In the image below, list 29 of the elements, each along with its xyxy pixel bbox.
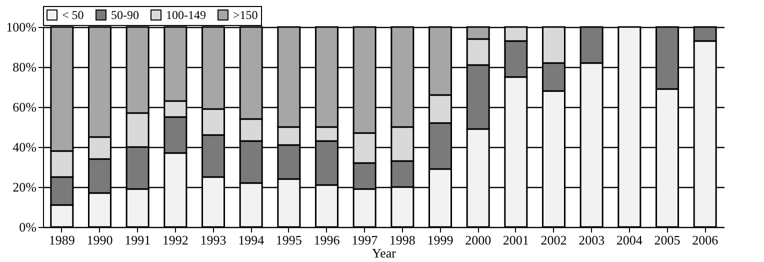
x-tick-label: 1998 xyxy=(389,232,416,248)
legend-label: 50-90 xyxy=(111,8,139,22)
x-tick-label: 1996 xyxy=(314,232,340,248)
x-tick-label: 2003 xyxy=(578,232,605,248)
x-tick-label: 2006 xyxy=(692,232,719,248)
x-tick-label: 1992 xyxy=(162,232,188,248)
y-tick-label: 80% xyxy=(12,60,37,74)
x-tick-label: 1989 xyxy=(48,232,75,248)
legend-label: >150 xyxy=(233,8,258,22)
x-tick-label: 1991 xyxy=(124,232,151,248)
x-tick-label: 2004 xyxy=(616,232,643,248)
y-tick-label: 60% xyxy=(12,100,37,114)
x-tick-label: 2005 xyxy=(654,232,680,248)
y-tick-label: 100% xyxy=(6,20,37,34)
y-tick-label: 0% xyxy=(19,220,37,234)
x-tick-label: 1993 xyxy=(200,232,226,248)
x-tick-label: 1997 xyxy=(352,232,378,248)
legend-label: 100-149 xyxy=(166,8,206,22)
x-tick-label: 2000 xyxy=(465,232,492,248)
y-tick-label: 40% xyxy=(12,140,37,154)
y-tick-label: 20% xyxy=(12,180,37,194)
x-tick-label: 1994 xyxy=(238,232,265,248)
x-tick-label: 1995 xyxy=(276,232,302,248)
x-tick-label: 1999 xyxy=(427,232,454,248)
x-tick-label: 2002 xyxy=(540,232,567,248)
x-tick-label: 1990 xyxy=(86,232,113,248)
x-axis-title: Year xyxy=(372,246,397,260)
legend-label: < 50 xyxy=(62,8,84,22)
x-tick-label: 2001 xyxy=(502,232,529,248)
